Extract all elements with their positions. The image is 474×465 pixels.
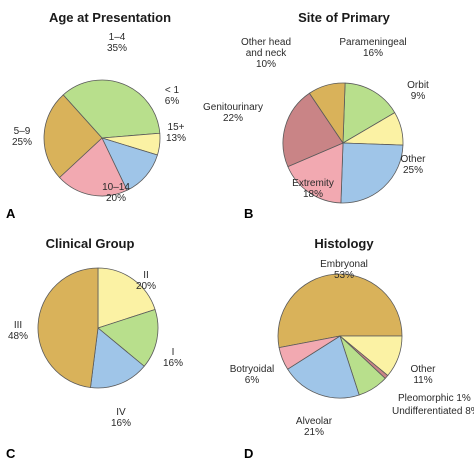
- pie-chart-age-at-presentation: Age at Presentation A 1–4 35% < 1 6% 15+ 13% 10–…: [6, 10, 186, 221]
- slice-label-botryoidal: Botryoidal 6%: [230, 364, 274, 386]
- chart-title: Age at Presentation: [49, 10, 171, 25]
- slice-label-embryonal: Embryonal 53%: [320, 259, 368, 281]
- slice-label-1-4: 1–4 35%: [107, 32, 127, 54]
- pie-chart-site-of-primary: Site of Primary B Parameningeal 16%Orbit 9% O…: [203, 10, 429, 221]
- pie-slice-extremity: [287, 142, 344, 204]
- pie-slice-alveolar: [287, 335, 360, 399]
- slice-label-15: 15+ 13%: [166, 122, 186, 144]
- slice-label-pleomorphic: Pleomorphic 1%: [398, 393, 471, 404]
- slice-label-undifferentiated: Undifferentiated 8%: [392, 406, 474, 417]
- pie-slice-iv: [90, 327, 145, 389]
- pie-slice-other-head-and-neck: [309, 82, 346, 144]
- panel-letter: C: [6, 446, 16, 461]
- slice-label-genitourinary: Genitourinary 22%: [203, 102, 263, 124]
- pie-chart-clinical-group: Clinical Group C II 20% I 16% IV 16% III 48%: [6, 236, 183, 461]
- pie-slice-parameningeal: [342, 82, 396, 144]
- slice-label-other: Other 11%: [410, 364, 436, 386]
- slice-label-i: I 16%: [163, 347, 183, 369]
- pie-slice-iii: [37, 267, 99, 388]
- pie-slice-botryoidal: [278, 335, 341, 370]
- panel-letter: A: [6, 206, 16, 221]
- pie-chart-histology: Histology D Embryonal 53% Other 11% Pleomorphi…: [230, 236, 474, 461]
- slice-label-orbit: Orbit 9%: [407, 80, 429, 102]
- slice-label-parameningeal: Parameningeal 16%: [339, 37, 406, 59]
- pie-slice-i: [97, 309, 159, 367]
- slice-label-extremity: Extremity 18%: [292, 178, 334, 200]
- chart-title: Clinical Group: [46, 236, 135, 251]
- panel-letter: B: [244, 206, 253, 221]
- chart-title: Site of Primary: [298, 10, 391, 25]
- slice-label-alveolar: Alveolar 21%: [296, 416, 333, 438]
- pie-slice-1-4: [62, 79, 161, 139]
- slice-label-other-head-and-neck: Other head and neck 10%: [241, 37, 291, 70]
- slice-label-iv: IV 16%: [111, 407, 131, 429]
- slice-label-ii: II 20%: [136, 270, 156, 292]
- pie-slice-embryonal: [277, 273, 403, 349]
- pie-slice-other: [340, 142, 404, 204]
- pie-slice-5-9: [43, 94, 103, 178]
- slice-label-iii: III 48%: [8, 320, 28, 342]
- slice-label-10-14: 10–14 20%: [102, 182, 130, 204]
- slice-label-5-9: 5–9 25%: [12, 126, 32, 148]
- pie-slice-genitourinary: [282, 92, 344, 168]
- slice-label-other: Other 25%: [400, 154, 426, 176]
- chart-title: Histology: [314, 236, 374, 251]
- pie-slice-ii: [97, 267, 156, 329]
- panel-letter: D: [244, 446, 253, 461]
- slice-label-1: < 1 6%: [165, 85, 180, 107]
- pie-slice-10-14: [59, 137, 128, 197]
